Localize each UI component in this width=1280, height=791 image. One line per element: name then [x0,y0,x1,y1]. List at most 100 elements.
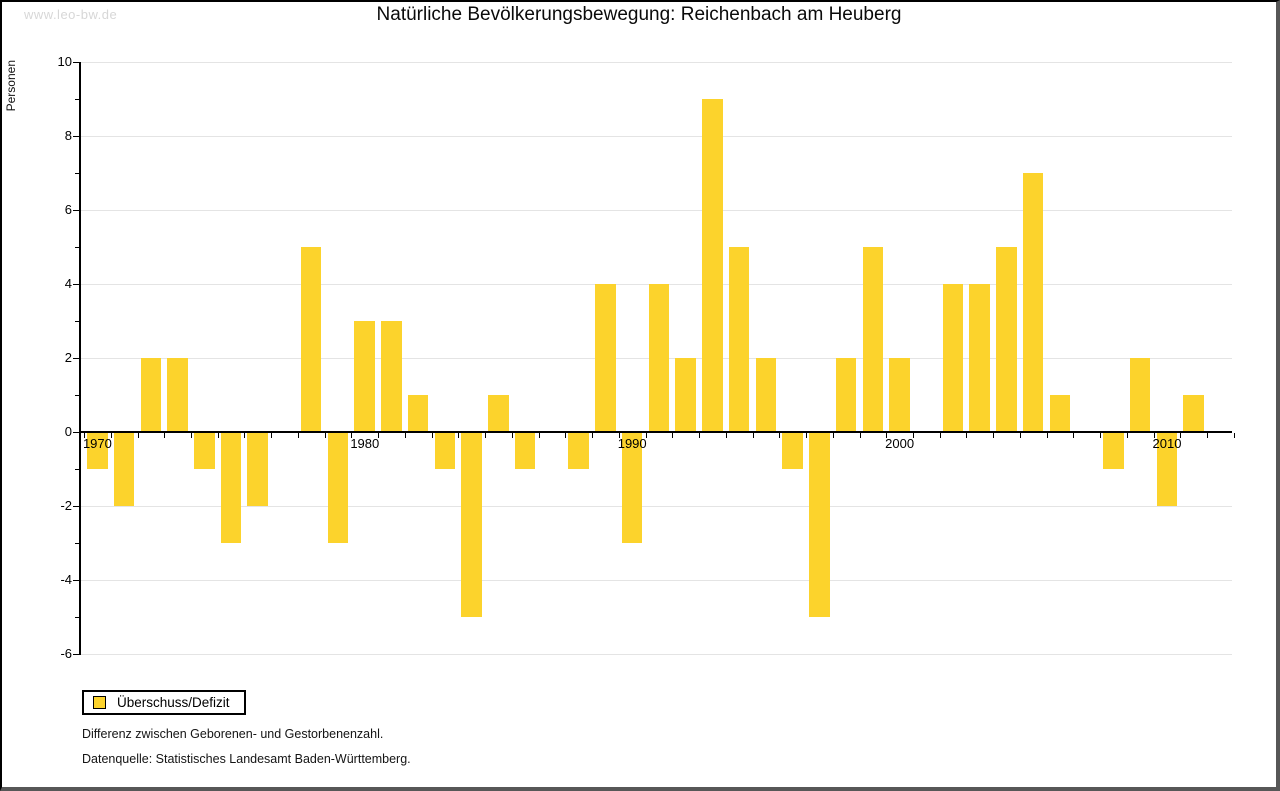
bar-1971 [113,432,135,506]
x-tick-5 [217,433,219,438]
x-tick-29 [859,433,861,438]
bar-2008 [1103,432,1124,469]
y-tick-label-8: 8 [64,128,72,143]
watermark: www.leo-bw.de [24,7,118,22]
y-tick-6 [73,210,79,211]
x-tick-label-2000: 2000 [885,436,915,451]
x-tick-35 [1019,433,1021,438]
bar-1996 [782,432,803,469]
bar-1994 [728,247,750,432]
y-tick-2 [73,358,79,359]
bar-1990 [621,432,643,543]
legend: Überschuss/Defizit [82,690,246,715]
chart-title: Natürliche Bevölkerungsbewegung: Reichen… [376,4,902,25]
x-tick-label-1980: 1980 [350,436,380,451]
y-tick-label-0: 0 [64,424,72,439]
y-tick--3 [75,543,79,544]
bar-2005 [1022,173,1044,432]
x-tick-15 [485,433,487,438]
bar-1997 [809,432,830,617]
bar-2004 [996,247,1017,432]
bar-1986 [514,432,536,469]
gridline-y--4 [79,580,1232,581]
x-tick-label-2010: 2010 [1152,436,1182,451]
bar-1992 [675,358,696,432]
bar-1995 [755,358,776,432]
x-tick-9 [324,433,326,438]
y-tick-label-4: 4 [64,276,72,291]
x-tick-8 [297,433,299,438]
x-tick-33 [966,433,968,438]
x-tick-38 [1100,433,1102,438]
gridline-y--6 [79,654,1232,655]
x-tick-26 [779,433,781,438]
bar-1979 [327,432,349,543]
x-tick-24 [725,433,727,438]
x-tick-23 [699,433,700,438]
bar-2003 [969,284,990,432]
x-tick-36 [1046,433,1048,438]
x-tick-32 [939,433,941,438]
bar-1985 [488,395,509,432]
x-tick-1 [110,433,112,438]
y-tick-label--2: -2 [60,498,72,513]
x-tick-6 [244,433,246,438]
x-tick-21 [645,433,647,438]
x-tick-39 [1126,433,1128,438]
x-tick-40 [1153,433,1155,438]
x-tick-2 [137,433,139,438]
y-tick-8 [73,136,79,137]
gridline-y-10 [79,62,1232,63]
bar-1981 [381,321,402,432]
x-tick-label-1990: 1990 [617,436,647,451]
x-tick-28 [832,433,834,438]
bar-1984 [461,432,482,617]
gridline-y--2 [79,506,1232,507]
y-tick-0 [73,432,79,433]
bar-2009 [1129,358,1151,432]
y-tick--4 [73,580,79,581]
bar-2010 [1156,432,1178,506]
y-tick--5 [75,617,79,618]
y-tick-4 [73,284,79,285]
legend-swatch-icon [93,696,106,709]
gridline-y-6 [79,210,1232,211]
x-tick-label-1970: 1970 [82,436,112,451]
bar-1993 [702,99,723,432]
y-axis-line [79,62,81,655]
y-tick-label-6: 6 [64,202,72,217]
bar-2006 [1049,395,1071,432]
bar-1989 [595,284,616,432]
bar-1991 [648,284,669,432]
x-tick-13 [431,433,433,438]
x-tick-31 [912,433,914,438]
bar-2000 [889,358,910,432]
bar-1973 [167,358,188,432]
x-tick-11 [378,433,380,438]
x-tick-30 [886,433,888,438]
y-tick--6 [73,654,79,655]
x-tick-27 [806,433,807,438]
note-source: Datenquelle: Statistisches Landesamt Bad… [82,752,411,766]
bar-1999 [862,247,883,432]
y-tick-9 [75,99,79,100]
x-tick-41 [1180,433,1182,438]
bar-1998 [835,358,857,432]
bar-1982 [407,395,429,432]
x-tick-17 [538,433,540,438]
note-definition: Differenz zwischen Geborenen- und Gestor… [82,727,384,741]
y-tick-label--4: -4 [60,572,72,587]
x-tick-3 [164,433,166,438]
x-tick-25 [752,433,754,438]
y-axis-label: Personen [4,60,18,112]
y-tick-3 [75,321,79,322]
x-tick-12 [404,433,406,438]
gridline-y-8 [79,136,1232,137]
x-tick-18 [565,433,567,438]
x-tick-14 [458,433,460,438]
x-tick-20 [618,433,620,438]
y-tick-10 [73,62,79,63]
bar-1978 [300,247,322,432]
x-tick-19 [592,433,594,438]
